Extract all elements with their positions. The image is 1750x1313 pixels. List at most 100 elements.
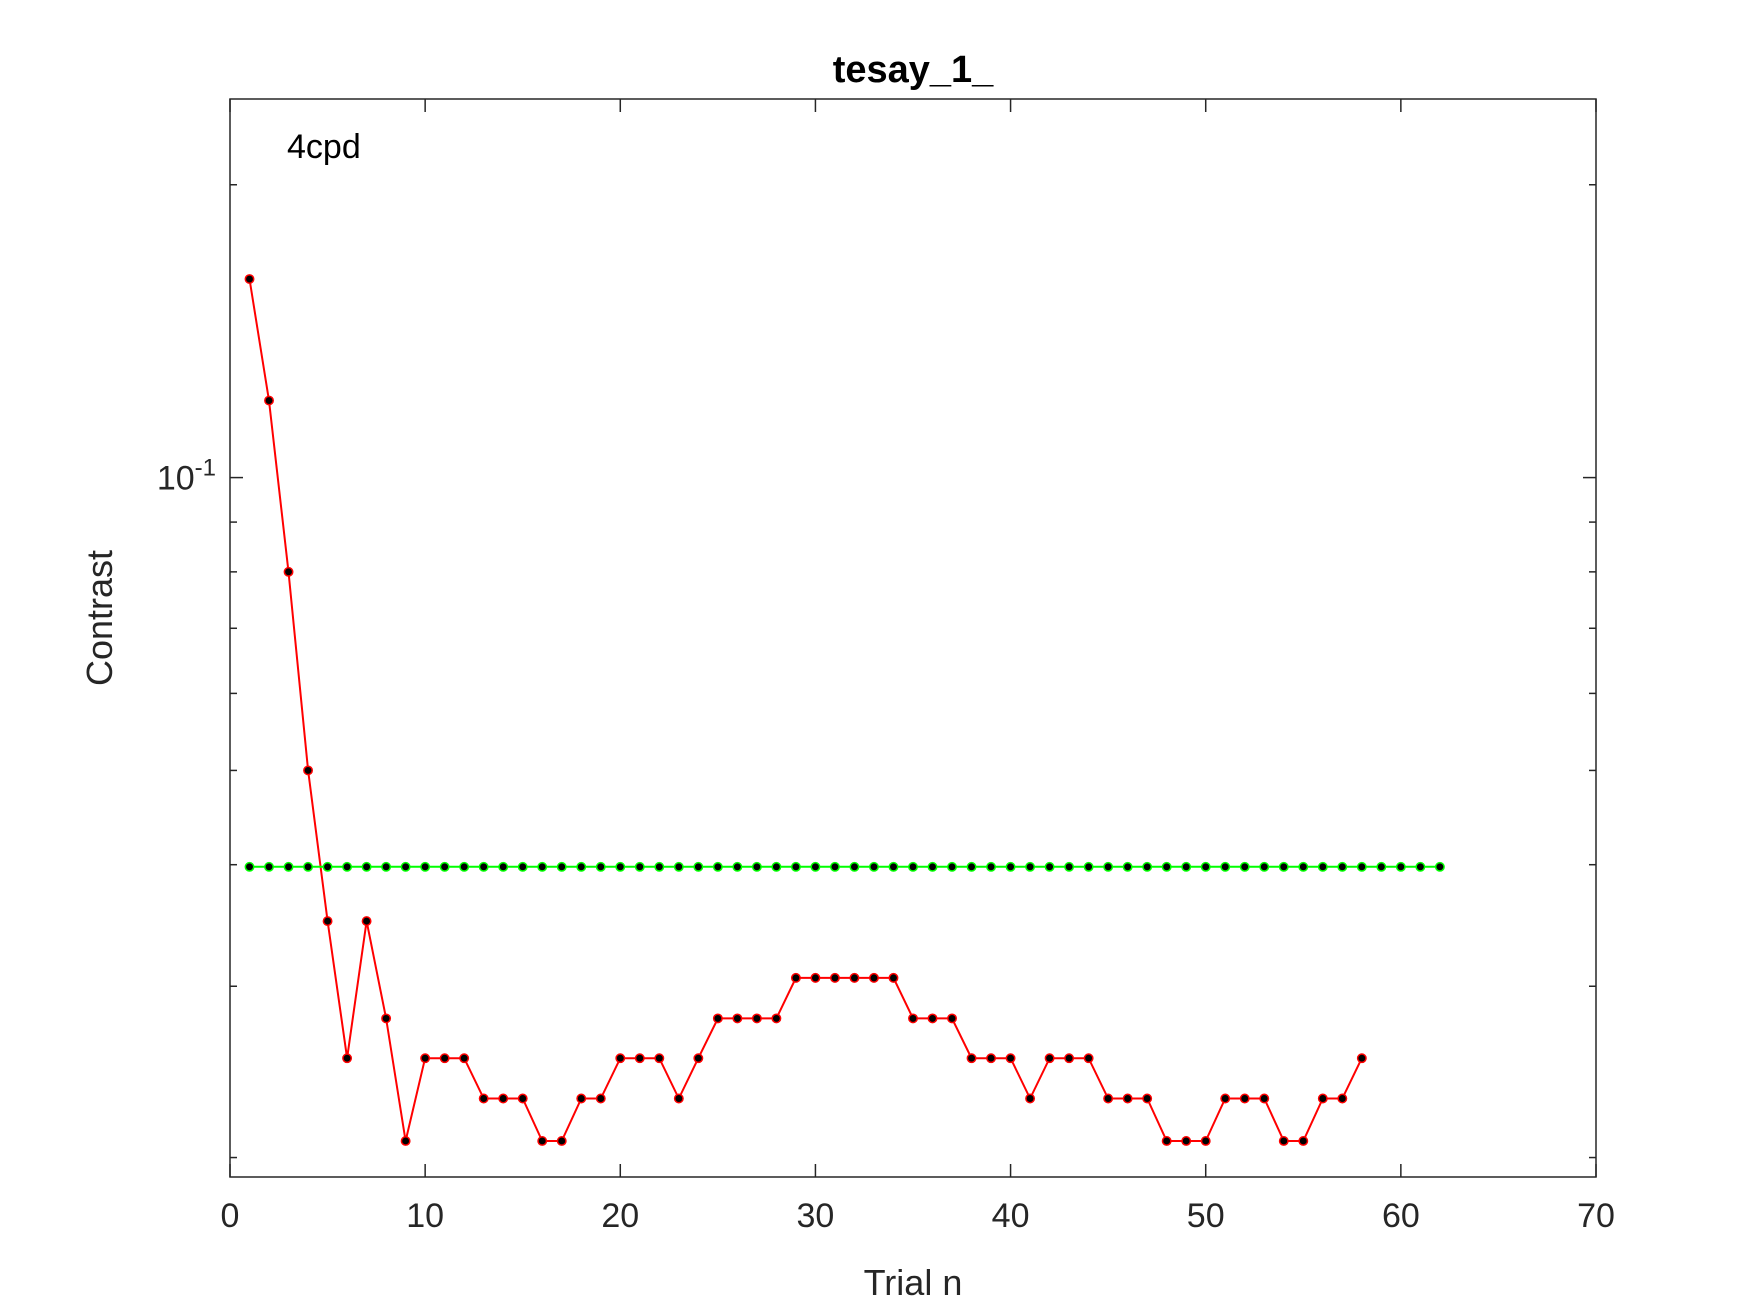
data-point	[517, 1093, 528, 1104]
minor-ticks	[230, 183, 1596, 1159]
data-point	[498, 861, 509, 872]
data-point	[1317, 1093, 1328, 1104]
data-point	[264, 395, 274, 406]
data-point	[849, 972, 860, 983]
data-point	[361, 916, 372, 927]
data-point	[1142, 861, 1153, 872]
data-point	[420, 1053, 431, 1064]
x-tick-label: 50	[1187, 1197, 1225, 1235]
data-point	[1239, 861, 1250, 872]
x-tick-label: 20	[601, 1197, 639, 1235]
data-point	[829, 861, 840, 872]
data-point	[322, 916, 333, 927]
data-point	[1083, 861, 1094, 872]
data-point	[1337, 861, 1348, 872]
data-point	[361, 861, 372, 872]
data-point	[634, 1053, 645, 1064]
y-tick-label: 10-1	[157, 455, 216, 498]
data-point	[556, 1136, 567, 1146]
data-point	[1103, 1093, 1114, 1104]
data-point	[673, 861, 684, 872]
data-point	[459, 1053, 470, 1064]
data-point	[947, 1013, 957, 1024]
data-point	[966, 1053, 977, 1064]
data-point	[888, 972, 899, 983]
data-point	[556, 861, 567, 872]
x-tick-label: 30	[797, 1197, 835, 1235]
plot-frame	[229, 98, 1597, 1178]
data-point	[1044, 1053, 1055, 1064]
data-point	[459, 861, 470, 872]
data-point	[537, 861, 548, 872]
data-point	[790, 972, 801, 983]
plot-area	[230, 99, 1596, 1177]
data-point	[283, 861, 294, 872]
data-point	[1181, 861, 1192, 872]
data-point	[810, 861, 821, 872]
data-point	[927, 1013, 938, 1024]
data-point	[420, 861, 431, 872]
data-point	[869, 972, 879, 983]
series-line-1	[248, 278, 1363, 1142]
x-tick-labels: 0 10 20 30 40 50 60 70	[221, 1197, 1615, 1235]
x-axis-label: Trial n	[864, 1262, 963, 1303]
data-point	[478, 1093, 489, 1104]
data-point	[654, 861, 665, 872]
data-point	[244, 274, 255, 284]
data-point	[1434, 861, 1445, 872]
data-point	[829, 972, 840, 983]
data-point	[1337, 1093, 1348, 1104]
data-point	[1064, 1053, 1075, 1064]
data-point	[732, 1013, 743, 1024]
data-point	[595, 1093, 606, 1104]
data-point	[439, 861, 450, 872]
y-tick-labels: 10-1	[157, 455, 216, 498]
data-point	[342, 1053, 353, 1064]
data-point	[1103, 861, 1114, 872]
data-point	[1025, 861, 1036, 872]
data-point	[908, 1013, 918, 1024]
data-point	[303, 765, 314, 776]
data-point	[1044, 861, 1055, 872]
data-point	[498, 1093, 509, 1104]
data-point	[1356, 861, 1367, 872]
data-point	[712, 861, 723, 872]
data-point	[244, 861, 255, 872]
data-point	[1415, 861, 1426, 872]
data-point	[1239, 1093, 1250, 1104]
data-point	[693, 861, 704, 872]
data-point	[439, 1053, 450, 1064]
x-tick-label: 60	[1382, 1197, 1420, 1235]
data-point	[1317, 861, 1328, 872]
data-point	[1356, 1053, 1367, 1064]
data-point	[908, 861, 918, 872]
data-point	[810, 972, 821, 983]
data-point	[1278, 1136, 1289, 1146]
data-point	[986, 1053, 997, 1064]
data-point	[771, 861, 782, 872]
data-point	[771, 1013, 782, 1024]
data-point	[654, 1053, 665, 1064]
data-point	[751, 861, 762, 872]
data-point	[966, 861, 977, 872]
data-point	[947, 861, 957, 872]
data-point	[1005, 1053, 1016, 1064]
x-tick-label: 0	[221, 1197, 240, 1235]
data-point	[1200, 861, 1211, 872]
data-point	[1278, 861, 1289, 872]
data-point	[751, 1013, 762, 1024]
data-point	[673, 1093, 684, 1104]
data-point	[1220, 1093, 1231, 1104]
data-point	[849, 861, 860, 872]
data-point	[1161, 1136, 1172, 1146]
series-layer	[244, 274, 1445, 1146]
data-point	[1376, 861, 1387, 872]
data-point	[1122, 1093, 1133, 1104]
data-point	[732, 861, 743, 872]
data-point	[1259, 861, 1270, 872]
data-point	[615, 1053, 626, 1064]
data-point	[537, 1136, 548, 1146]
data-point	[888, 861, 899, 872]
data-point	[381, 861, 392, 872]
